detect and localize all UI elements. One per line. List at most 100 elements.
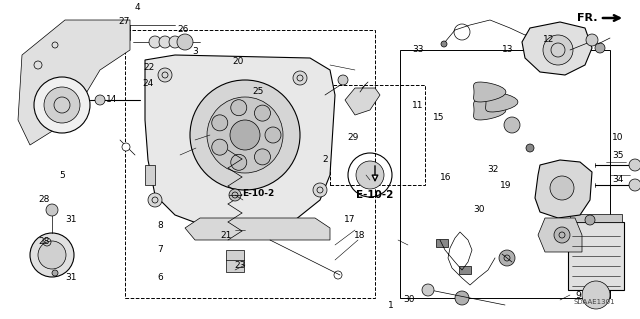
Circle shape [52, 270, 58, 276]
Circle shape [231, 154, 247, 170]
Text: 17: 17 [344, 216, 355, 225]
Polygon shape [535, 160, 592, 218]
Circle shape [356, 161, 384, 189]
Circle shape [190, 80, 300, 190]
Polygon shape [145, 55, 335, 230]
Text: 27: 27 [118, 18, 129, 26]
Polygon shape [18, 20, 130, 145]
Text: 16: 16 [440, 174, 451, 182]
Circle shape [230, 120, 260, 150]
Circle shape [499, 250, 515, 266]
Circle shape [550, 176, 574, 200]
Text: 23: 23 [234, 262, 245, 271]
Circle shape [44, 87, 80, 123]
Text: 35: 35 [612, 151, 623, 160]
Text: 31: 31 [65, 216, 77, 225]
Bar [582, 246, 596, 260]
Circle shape [255, 105, 271, 121]
Text: 29: 29 [347, 133, 358, 143]
Polygon shape [522, 22, 592, 75]
Circle shape [338, 75, 348, 85]
Text: 26: 26 [177, 26, 188, 34]
Polygon shape [538, 218, 582, 252]
Bar [568, 222, 624, 290]
Circle shape [629, 179, 640, 191]
Text: 28: 28 [38, 196, 49, 204]
Text: E-10-2: E-10-2 [356, 190, 394, 200]
Text: 33: 33 [412, 46, 424, 55]
Text: 24: 24 [142, 78, 153, 87]
Text: FR.: FR. [577, 13, 598, 23]
Text: 14: 14 [106, 95, 117, 105]
Bar [125, 30, 375, 298]
Text: 6: 6 [157, 273, 163, 283]
Bar [570, 214, 622, 222]
Circle shape [629, 159, 640, 171]
Circle shape [586, 34, 598, 46]
Text: 4: 4 [135, 4, 141, 12]
Circle shape [543, 35, 573, 65]
Bar [226, 250, 244, 272]
Text: 12: 12 [543, 35, 554, 44]
Text: 28: 28 [38, 238, 49, 247]
Polygon shape [474, 82, 506, 102]
Text: 19: 19 [500, 181, 511, 189]
Text: 13: 13 [502, 46, 513, 55]
Circle shape [30, 233, 74, 277]
Circle shape [554, 227, 570, 243]
Circle shape [255, 149, 271, 165]
Text: SDAAE1301: SDAAE1301 [573, 299, 615, 305]
Bar [459, 266, 471, 274]
Circle shape [313, 183, 327, 197]
Circle shape [177, 34, 193, 50]
Circle shape [441, 41, 447, 47]
Text: 34: 34 [612, 175, 623, 184]
Circle shape [585, 215, 595, 225]
Text: E-10-2: E-10-2 [242, 189, 275, 198]
Circle shape [595, 43, 605, 53]
Circle shape [265, 127, 281, 143]
Text: 5: 5 [59, 170, 65, 180]
Circle shape [231, 100, 247, 116]
Circle shape [582, 281, 610, 309]
Polygon shape [474, 100, 506, 120]
Text: 22: 22 [143, 63, 154, 72]
Text: 25: 25 [252, 87, 264, 97]
Text: 10: 10 [612, 133, 623, 143]
Circle shape [207, 97, 283, 173]
Text: 9: 9 [575, 292, 580, 300]
Circle shape [169, 36, 181, 48]
Circle shape [149, 36, 161, 48]
Bar [330, 85, 425, 185]
Bar [436, 239, 448, 247]
Circle shape [422, 284, 434, 296]
Circle shape [38, 241, 66, 269]
Circle shape [122, 143, 130, 151]
Circle shape [34, 77, 90, 133]
Circle shape [212, 139, 228, 155]
Text: 30: 30 [403, 295, 415, 305]
Text: 20: 20 [232, 57, 243, 66]
Text: 32: 32 [487, 166, 499, 174]
Text: 7: 7 [157, 246, 163, 255]
Circle shape [229, 189, 241, 201]
Polygon shape [185, 218, 330, 240]
Text: 11: 11 [412, 101, 424, 110]
Text: 15: 15 [433, 114, 445, 122]
Polygon shape [145, 165, 155, 185]
Polygon shape [486, 92, 518, 112]
Text: 2: 2 [322, 155, 328, 165]
Text: 31: 31 [65, 272, 77, 281]
Circle shape [293, 71, 307, 85]
Polygon shape [345, 88, 380, 115]
Circle shape [504, 117, 520, 133]
Text: 30: 30 [473, 205, 484, 214]
Circle shape [95, 95, 105, 105]
Text: 3: 3 [192, 48, 198, 56]
Circle shape [46, 204, 58, 216]
Circle shape [526, 144, 534, 152]
Text: 8: 8 [157, 220, 163, 229]
Text: 1: 1 [388, 300, 394, 309]
Text: 18: 18 [354, 231, 365, 240]
Circle shape [159, 36, 171, 48]
